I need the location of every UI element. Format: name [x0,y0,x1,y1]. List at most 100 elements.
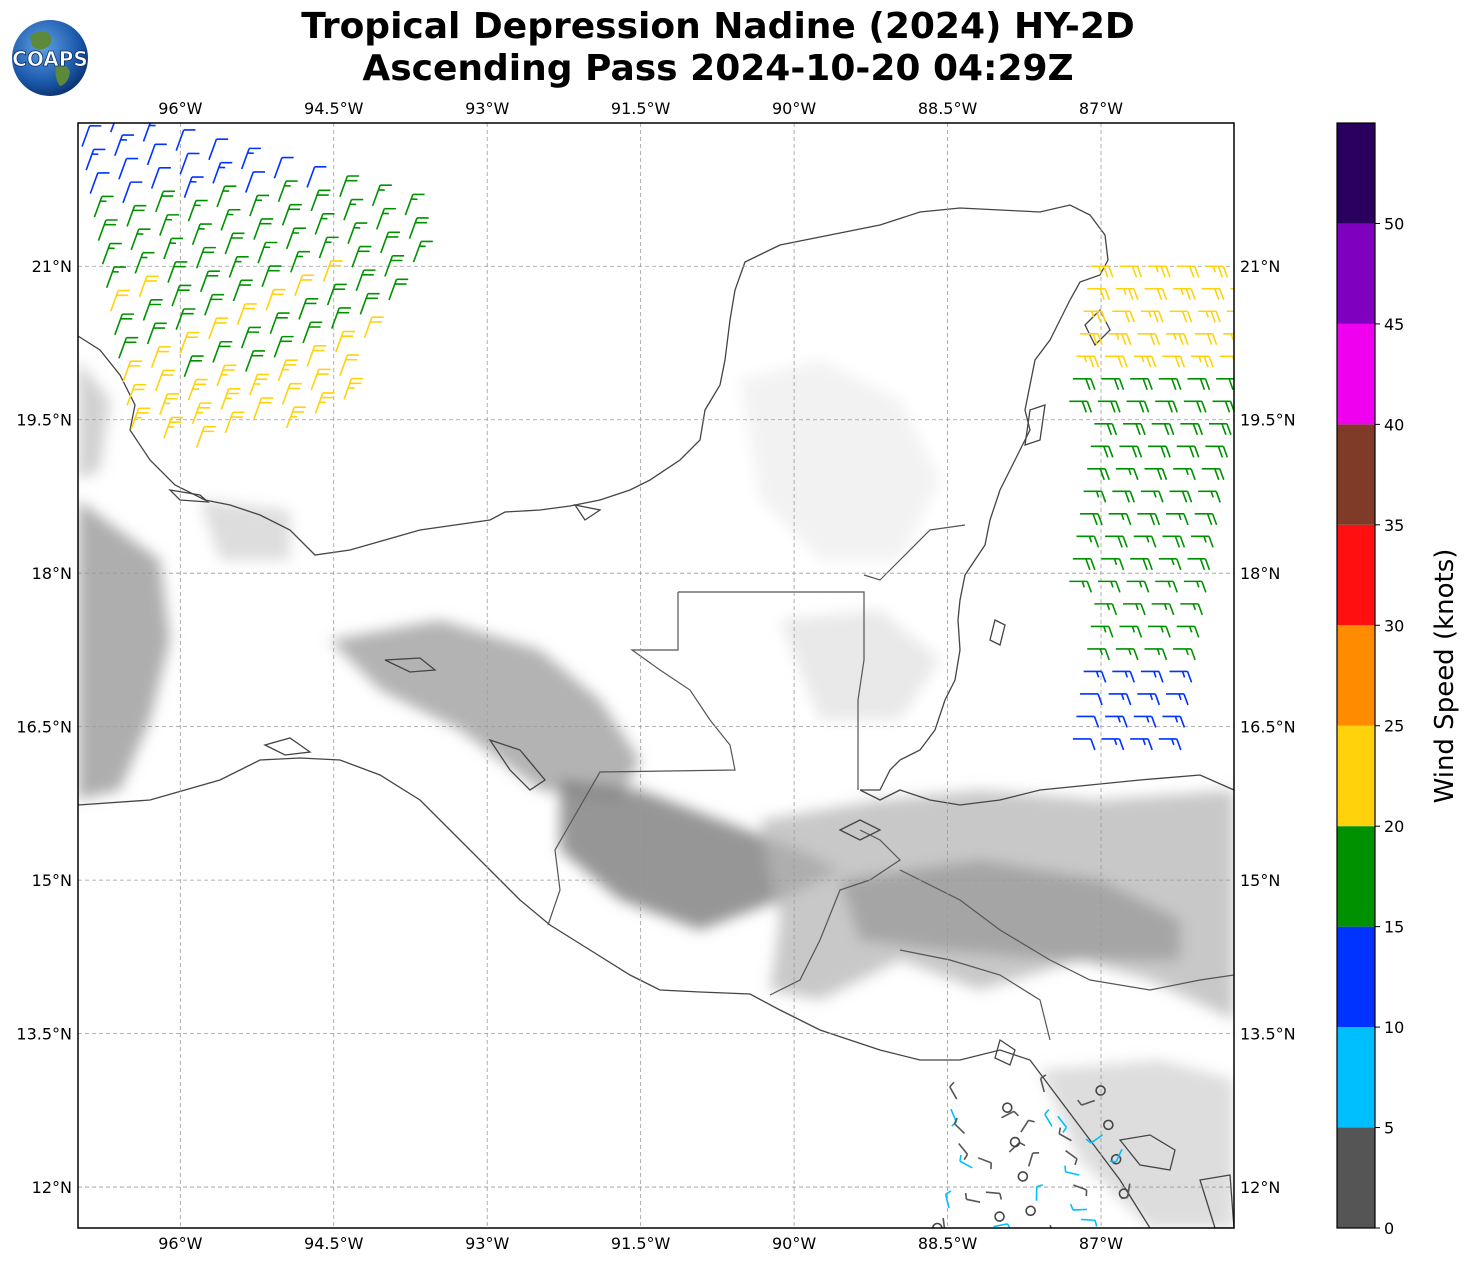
wind-barb-124 [1144,287,1168,301]
wind-barb-201 [1176,625,1200,638]
wind-barb-226 [1008,1141,1026,1153]
wind-barb-165 [1119,445,1143,458]
wind-barb-253 [1002,1102,1013,1113]
colorbar-tick-8: 40 [1384,415,1404,434]
colorbar-tick-2: 10 [1384,1018,1404,1037]
wind-barb-197 [1180,603,1204,616]
wind-barb-101 [314,392,335,414]
wind-barb-41 [351,245,372,268]
lat-tick-right-3: 16.5°N [1240,718,1296,737]
wind-barb-251 [1057,1115,1068,1134]
wind-barb-203 [1119,625,1143,638]
lon-tick-bottom-0: 96°W [158,1234,202,1253]
wind-barb-194 [1126,580,1150,593]
lat-tick-right-4: 18°N [1240,564,1280,583]
wind-barb-229 [1025,1205,1036,1217]
wind-barb-209 [1169,670,1193,683]
wind-barb-179 [1137,513,1161,526]
wind-barb-125 [1115,287,1139,301]
wind-barb-59 [294,274,315,297]
wind-barb-75 [236,303,257,325]
map-frame [77,122,1235,1229]
wind-barb-228 [958,1142,969,1161]
wind-barb-178 [1165,513,1189,526]
map-background [78,123,1234,1228]
wind-barb-158 [1180,423,1204,436]
wind-barb-16 [245,171,266,193]
colorbar-label: Wind Speed (knots) [1430,549,1460,804]
wind-barb-65 [200,270,220,293]
wind-barb-94 [343,377,364,400]
wind-barb-95 [118,336,139,359]
wind-barb-105 [220,388,241,410]
wind-barb-199 [1123,603,1146,616]
wind-barb-88 [146,322,167,345]
wind-barb-53 [97,219,118,241]
lat-tick-left-6: 21°N [32,257,72,276]
wind-barb-6 [273,156,294,179]
wind-barb-131 [1112,310,1136,323]
wind-barb-192 [1183,580,1207,593]
wind-barb-216 [1080,693,1103,706]
colorbar-bin-1 [1337,1027,1375,1128]
wind-barb-260 [1109,1148,1123,1163]
colorbar-tick-1: 5 [1384,1119,1394,1138]
wind-barb-110 [191,402,212,425]
wind-barb-160 [1123,423,1146,436]
wind-barb-261 [994,1211,1005,1222]
wind-barb-51 [355,269,376,292]
wind-barb-21 [408,217,429,239]
wind-barb-14 [179,152,200,175]
wind-barb-208 [1087,648,1110,661]
colorbar-tick-5: 25 [1384,717,1404,736]
wind-barb-152 [1183,400,1207,413]
lat-tick-right-6: 21°N [1240,257,1280,276]
wind-barb-55 [163,237,184,260]
wind-barb-127 [1226,310,1234,313]
colorbar-bin-10 [1337,123,1375,224]
wind-barb-132 [1083,310,1107,323]
colorbar: 0 5 10 15 20 25 30 35 40 45 50 [1336,122,1404,1238]
wind-barb-35 [154,190,175,213]
wind-barb-147 [1158,377,1182,391]
wind-barb-48 [257,241,278,264]
wind-barb-243 [1065,1150,1078,1166]
wind-barb-37 [220,208,241,231]
wind-barb-196 [1069,580,1093,593]
wind-barb-7 [306,165,327,188]
lon-tick-top-6: 87°W [1079,99,1123,118]
wind-barb-140 [1191,355,1214,368]
wind-barb-173 [1169,490,1193,503]
wind-barb-154 [1126,400,1150,413]
wind-barb-29 [314,213,335,235]
wind-barb-174 [1140,490,1164,503]
wind-barb-18 [310,189,331,212]
wind-barb-128 [1198,310,1221,323]
wind-barb-239 [959,1154,973,1169]
wind-barb-256 [1027,1152,1040,1167]
wind-barb-207 [1115,648,1139,661]
wind-barb-159 [1151,423,1175,436]
wind-barb-60 [326,283,347,306]
wind-barb-247 [953,1117,966,1135]
colorbar-tick-4: 20 [1384,817,1404,836]
wind-barb-254 [1064,1165,1080,1176]
wind-barb-166 [1090,445,1114,458]
wind-barb-47 [224,232,245,255]
coaps-logo: COAPS [10,18,90,98]
wind-barb-255 [949,1081,958,1100]
wind-barbs [78,123,1234,1228]
wind-barb-15 [212,161,233,184]
wind-barb-22 [85,148,106,171]
wind-barb-263 [944,1190,952,1209]
title-line-1: Tropical Depression Nadine (2024) HY-2D [301,6,1135,47]
wind-barb-40 [318,236,339,259]
wind-barb-71 [105,266,126,289]
wind-barb-211 [1112,670,1136,683]
wind-barb-232 [1044,1108,1053,1127]
wind-barb-66 [232,279,253,302]
wind-barb-146 [1187,377,1211,391]
wind-barb-149 [1101,377,1125,391]
lat-tick-right-1: 13.5°N [1240,1025,1296,1044]
